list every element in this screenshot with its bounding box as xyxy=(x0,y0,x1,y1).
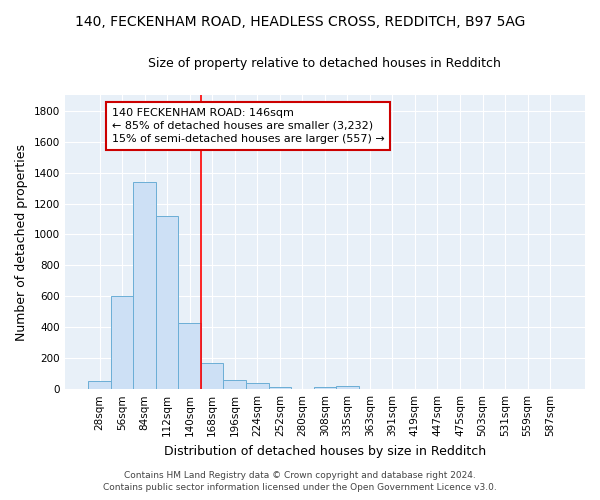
X-axis label: Distribution of detached houses by size in Redditch: Distribution of detached houses by size … xyxy=(164,444,486,458)
Bar xyxy=(336,386,359,389)
Bar xyxy=(223,380,246,389)
Bar xyxy=(88,380,111,389)
Bar xyxy=(314,387,336,389)
Bar xyxy=(201,363,223,389)
Bar xyxy=(133,182,156,389)
Text: 140, FECKENHAM ROAD, HEADLESS CROSS, REDDITCH, B97 5AG: 140, FECKENHAM ROAD, HEADLESS CROSS, RED… xyxy=(75,15,525,29)
Text: 140 FECKENHAM ROAD: 146sqm
← 85% of detached houses are smaller (3,232)
15% of s: 140 FECKENHAM ROAD: 146sqm ← 85% of deta… xyxy=(112,108,385,144)
Bar xyxy=(111,296,133,389)
Bar xyxy=(178,324,201,389)
Y-axis label: Number of detached properties: Number of detached properties xyxy=(15,144,28,340)
Title: Size of property relative to detached houses in Redditch: Size of property relative to detached ho… xyxy=(148,58,501,70)
Text: Contains HM Land Registry data © Crown copyright and database right 2024.
Contai: Contains HM Land Registry data © Crown c… xyxy=(103,471,497,492)
Bar xyxy=(156,216,178,389)
Bar xyxy=(269,388,291,389)
Bar xyxy=(246,384,269,389)
